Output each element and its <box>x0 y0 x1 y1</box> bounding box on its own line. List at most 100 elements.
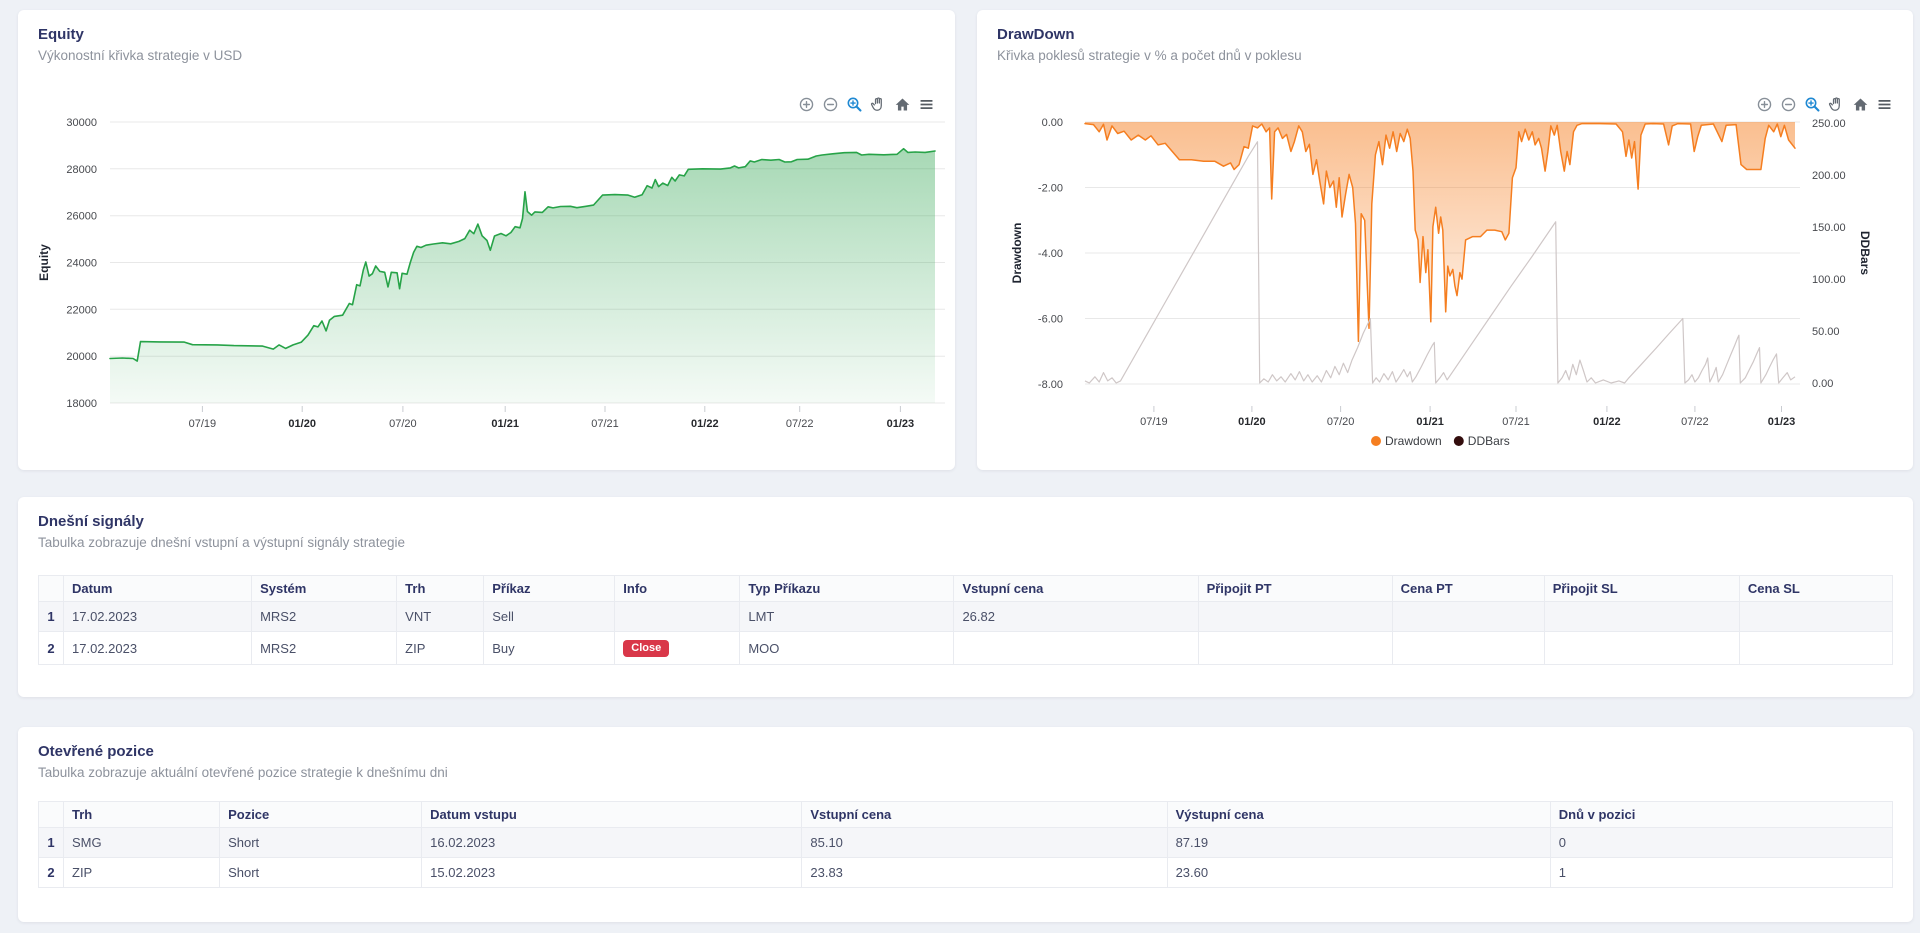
cell <box>1197 601 1393 632</box>
drawdown-card-title: DrawDown <box>997 26 1075 43</box>
y-tick-label: 22000 <box>66 304 97 316</box>
cell: 16.02.2023 <box>421 827 803 858</box>
cell: MRS2 <box>251 631 398 665</box>
cell: 17.02.2023 <box>62 631 253 665</box>
signals-card-title: Dnešní signály <box>38 513 144 530</box>
x-tick-label: 01/23 <box>887 418 915 430</box>
column-header: Pozice <box>219 801 423 828</box>
legend-dot-ddbars <box>1453 436 1464 446</box>
positions-card-subtitle: Tabulka zobrazuje aktuální otevřené pozi… <box>38 765 448 780</box>
signals-table: Datum Systém Trh Příkaz Info Typ Příkazu Vstup… <box>38 575 1894 665</box>
table-row: 2 17.02.2023 MRS2 ZIP Buy Close MOO <box>38 631 1894 665</box>
zoom-out-icon[interactable] <box>822 96 839 113</box>
pan-icon[interactable] <box>870 96 887 113</box>
cell: Sell <box>483 601 616 632</box>
cell: Buy <box>483 631 616 665</box>
legend-label-drawdown[interactable]: Drawdown <box>1385 434 1442 448</box>
cell <box>1738 601 1894 632</box>
legend-label-ddbars[interactable]: DDBars <box>1468 434 1510 448</box>
y-right-tick-label: 50.00 <box>1812 326 1840 338</box>
zoom-in-icon[interactable] <box>798 96 815 113</box>
y-left-tick-label: -8.00 <box>1038 379 1063 391</box>
box-zoom-icon[interactable] <box>846 96 863 113</box>
cell: ZIP <box>396 631 485 665</box>
pan-icon[interactable] <box>1828 96 1845 113</box>
zoom-in-icon[interactable] <box>1756 96 1773 113</box>
table-row: 1 17.02.2023 MRS2 VNT Sell LMT 26.82 <box>38 601 1894 632</box>
header-row: Trh Pozice Datum vstupu Vstupní cena Výstupn… <box>38 801 1894 828</box>
row-number: 2 <box>38 857 64 888</box>
y-right-tick-label: 0.00 <box>1812 378 1833 390</box>
home-icon[interactable] <box>1852 96 1869 113</box>
drawdown-chart-toolbar <box>1756 96 1893 113</box>
column-header: Systém <box>251 575 398 602</box>
column-header: Připojit SL <box>1543 575 1740 602</box>
cell: ZIP <box>62 857 221 888</box>
column-header: Cena SL <box>1738 575 1894 602</box>
y-right-tick-label: 100.00 <box>1812 274 1846 286</box>
x-tick-label: 07/21 <box>1502 416 1530 428</box>
cell: SMG <box>62 827 221 858</box>
y-right-tick-label: 150.00 <box>1812 222 1846 234</box>
cell: Short <box>219 857 423 888</box>
drawdown-plot: 0.00 -2.00 -4.00 -6.00 -8.00 250.00 200.00 150.… <box>1010 117 1872 428</box>
drawdown-card-subtitle: Křivka poklesů strategie v % a počet dnů… <box>997 48 1302 63</box>
x-tick-label: 07/22 <box>1681 416 1709 428</box>
cell <box>1391 601 1545 632</box>
x-tick-label: 07/19 <box>1140 416 1168 428</box>
x-tick-label: 01/20 <box>1238 416 1266 428</box>
x-tick-label: 01/21 <box>1416 416 1444 428</box>
column-header: Vstupní cena <box>953 575 1199 602</box>
row-number: 1 <box>38 601 64 632</box>
y-right-tick-label: 200.00 <box>1812 170 1846 182</box>
cell: LMT <box>739 601 955 632</box>
drawdown-line <box>1084 122 1796 343</box>
column-header: Dnů v pozici <box>1549 801 1894 828</box>
zoom-out-icon[interactable] <box>1780 96 1797 113</box>
cell: 1 <box>1549 857 1894 888</box>
column-header: Vstupní cena <box>801 801 1168 828</box>
column-header: Trh <box>62 801 221 828</box>
column-header: Příkaz <box>483 575 616 602</box>
close-badge[interactable]: Close <box>623 640 670 657</box>
column-header: Datum <box>62 575 253 602</box>
ddbars-line <box>1084 141 1796 384</box>
x-tick-label: 01/23 <box>1768 416 1796 428</box>
cell <box>1391 631 1545 665</box>
table-row: 1 SMG Short 16.02.2023 85.10 87.19 0 <box>38 827 1894 858</box>
drawdown-chart[interactable]: 0.00 -2.00 -4.00 -6.00 -8.00 250.00 200.00 150.… <box>977 80 1913 460</box>
header-row: Datum Systém Trh Příkaz Info Typ Příkazu Vstup… <box>38 575 1894 602</box>
column-header: Připojit PT <box>1197 575 1393 602</box>
y-tick-label: 26000 <box>66 211 97 223</box>
cell: 23.83 <box>801 857 1168 888</box>
y-tick-label: 30000 <box>66 117 97 129</box>
cell: Short <box>219 827 423 858</box>
column-header: Cena PT <box>1391 575 1545 602</box>
y-left-tick-label: -4.00 <box>1038 248 1063 260</box>
cell: 87.19 <box>1166 827 1551 858</box>
cell: 23.60 <box>1166 857 1551 888</box>
x-tick-label: 07/22 <box>786 418 814 430</box>
menu-icon[interactable] <box>918 96 935 113</box>
y-tick-label: 20000 <box>66 351 97 363</box>
cell: 0 <box>1549 827 1894 858</box>
home-icon[interactable] <box>894 96 911 113</box>
row-number-header <box>38 575 64 602</box>
box-zoom-icon[interactable] <box>1804 96 1821 113</box>
y-tick-label: 24000 <box>66 258 97 270</box>
y-left-tick-label: 0.00 <box>1042 117 1063 129</box>
column-header: Datum vstupu <box>421 801 803 828</box>
cell <box>614 601 741 632</box>
equity-chart-toolbar <box>798 96 935 113</box>
menu-icon[interactable] <box>1876 96 1893 113</box>
cell: VNT <box>396 601 485 632</box>
equity-line <box>109 147 936 362</box>
x-tick-label: 07/21 <box>591 418 619 430</box>
positions-table: Trh Pozice Datum vstupu Vstupní cena Výstupn… <box>38 801 1894 888</box>
column-header: Výstupní cena <box>1166 801 1551 828</box>
x-tick-label: 01/22 <box>691 418 719 430</box>
equity-chart[interactable]: 30000 28000 26000 24000 22000 20000 18000 07/19… <box>18 80 955 460</box>
column-header: Info <box>614 575 741 602</box>
row-number: 2 <box>38 631 64 665</box>
